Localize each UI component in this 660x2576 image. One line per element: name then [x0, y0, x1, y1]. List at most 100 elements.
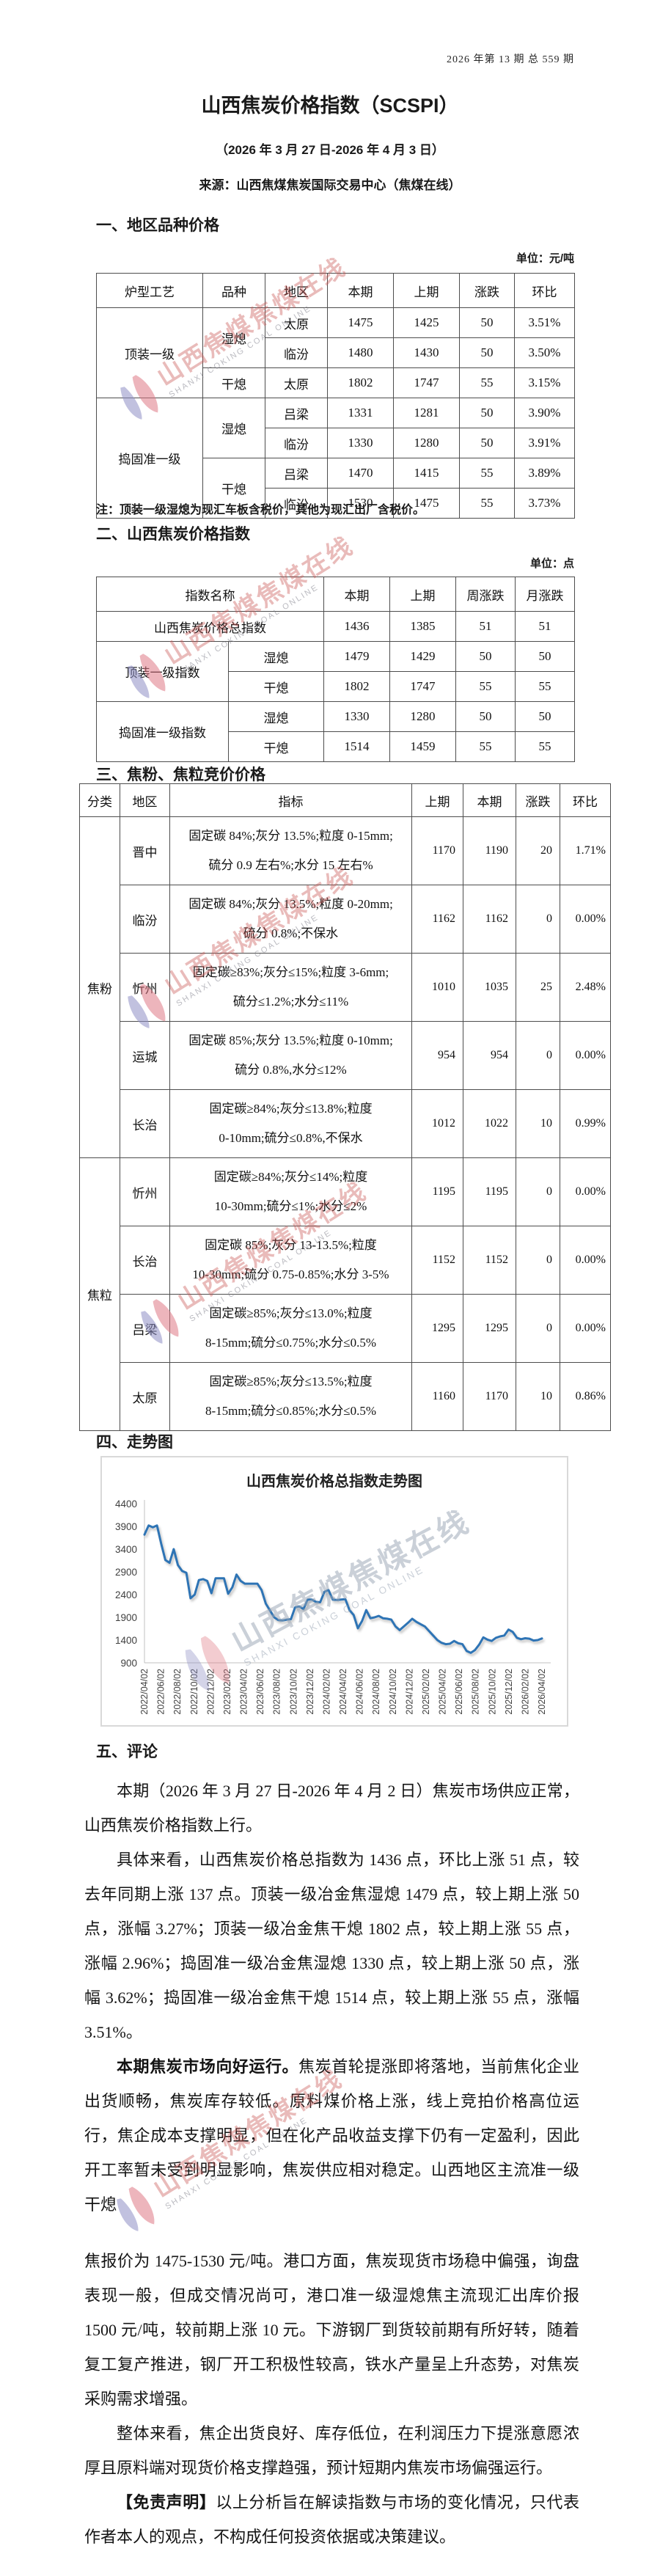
spec-line: 0-10mm;硫分≤0.8%,不保水 — [219, 1131, 363, 1145]
comment-paragraph: 整体来看，焦企出货良好、库存低位，在利润压力下提涨意愿浓厚且原料端对现货价格支撑… — [84, 2424, 579, 2477]
variety-cell: 干熄 — [202, 458, 265, 519]
region-cell: 长治 — [120, 1226, 170, 1295]
spec-line: 固定碳 85%;灰分 13-13.5%;粒度 — [205, 1238, 377, 1252]
column-header: 上期 — [411, 783, 463, 817]
spec-line: 固定碳 84%;灰分 13.5%;粒度 0-20mm; — [188, 897, 393, 911]
current-price-cell: 1470 — [327, 458, 394, 489]
region-cell: 吕梁 — [120, 1294, 170, 1363]
variety-cell: 湿熄 — [202, 307, 265, 368]
previous-price-cell: 1010 — [411, 953, 463, 1022]
column-header: 指数名称 — [96, 577, 324, 612]
previous-price-cell: 1295 — [411, 1294, 463, 1363]
section-heading-trend-chart: 四、走势图 — [96, 1434, 173, 1451]
spec-line: 8-15mm;硫分≤0.85%;水分≤0.5% — [205, 1404, 377, 1418]
current-price-cell: 1022 — [463, 1089, 516, 1158]
section-heading-price-index: 二、山西焦炭价格指数 — [96, 526, 250, 543]
x-axis-tick-label: 2024/08/02 — [371, 1669, 381, 1715]
change-cell: 0 — [516, 1226, 560, 1295]
y-axis-tick-label: 2900 — [115, 1567, 137, 1578]
x-axis-tick-label: 2026/04/02 — [537, 1669, 547, 1715]
spec-line: 硫分 0.8%,水分≤12% — [235, 1063, 347, 1077]
region-cell: 太原 — [265, 367, 328, 398]
change-cell: 0 — [516, 1294, 560, 1363]
spec-cell: 固定碳 84%;灰分 13.5%;粒度 0-15mm; 硫分 0.9 左右%;水分… — [169, 816, 412, 885]
y-axis-tick-label: 3400 — [115, 1544, 137, 1555]
current-price-cell: 954 — [463, 1021, 516, 1090]
current-price-cell: 1802 — [327, 367, 394, 398]
current-index-cell: 1802 — [323, 671, 390, 702]
change-cell: 0 — [516, 1021, 560, 1090]
table-row: 临汾 固定碳 84%;灰分 13.5%;粒度 0-20mm; 硫分 0.8%;不保水… — [80, 885, 611, 954]
ratio-cell: 0.99% — [560, 1089, 611, 1158]
y-axis-tick-label: 1900 — [115, 1612, 137, 1623]
report-source: 来源：山西焦煤焦炭国际交易中心（焦煤在线） — [199, 178, 461, 192]
column-header: 涨跌 — [516, 783, 560, 817]
issue-number: 2026 年第 13 期 总 559 期 — [447, 54, 574, 65]
chart-title: 山西焦炭价格总指数走势图 — [246, 1474, 422, 1490]
x-axis-tick-label: 2023/02/02 — [222, 1669, 232, 1715]
ratio-cell: 0.00% — [560, 1226, 611, 1295]
ratio-cell: 1.71% — [560, 816, 611, 885]
current-price-cell: 1152 — [463, 1226, 516, 1295]
column-header: 地区 — [265, 273, 328, 308]
x-axis-tick-label: 2022/08/02 — [172, 1669, 183, 1715]
change-cell: 20 — [516, 816, 560, 885]
process-cell: 捣固准一级 — [96, 398, 203, 519]
previous-price-cell: 954 — [411, 1021, 463, 1090]
spec-line: 10-30mm;硫分≤1%;水分≤2% — [214, 1199, 367, 1213]
index-name-cell: 山西焦炭价格总指数 — [96, 611, 324, 642]
previous-price-cell: 1430 — [393, 337, 460, 368]
current-price-cell: 1530 — [327, 488, 394, 519]
table-row: 忻州 固定碳≥83%;灰分≤15%;粒度 3-6mm; 硫分≤1.2%;水分≤11%… — [80, 953, 611, 1022]
region-cell: 晋中 — [120, 816, 170, 885]
table-row: 临汾 1330 1280 50 3.91% — [97, 428, 575, 458]
previous-index-cell: 1459 — [389, 731, 456, 762]
table-row: 临汾 1530 1475 55 3.73% — [97, 488, 575, 519]
spec-line: 固定碳 84%;灰分 13.5%;粒度 0-15mm; — [188, 829, 393, 843]
current-price-cell: 1475 — [327, 307, 394, 338]
spec-line: 硫分≤1.2%;水分≤11% — [232, 995, 349, 1009]
section-heading-comments: 五、评论 — [96, 1743, 158, 1760]
comment-text: 焦炭首轮提涨即将落地，当前焦化企业出货顺畅，焦炭库存较低。原料煤价格上涨，线上竞… — [84, 2057, 579, 2214]
region-cell: 太原 — [120, 1362, 170, 1431]
category-cell: 焦粒 — [79, 1157, 120, 1431]
y-axis-tick-label: 900 — [120, 1658, 137, 1669]
column-header: 指标 — [169, 783, 412, 817]
table-row: 太原 固定碳≥85%;灰分≤13.5%;粒度 8-15mm;硫分≤0.85%;水分≤… — [80, 1362, 611, 1431]
spec-line: 固定碳 85%;灰分 13.5%;粒度 0-10mm; — [188, 1033, 393, 1047]
variety-cell: 干熄 — [228, 671, 324, 702]
change-cell: 50 — [459, 398, 515, 428]
comments-body: 本期（2026 年 3 月 27 日-2026 年 4 月 2 日）焦炭市场供应… — [84, 1774, 579, 2554]
ratio-cell: 3.91% — [514, 428, 575, 458]
ratio-cell: 3.89% — [514, 458, 575, 489]
x-axis-tick-label: 2025/02/02 — [421, 1669, 431, 1715]
variety-cell: 干熄 — [228, 731, 324, 762]
x-axis-tick-label: 2024/10/02 — [388, 1669, 398, 1715]
table-row: 指数名称 本期 上期 周涨跌 月涨跌 — [96, 577, 575, 612]
table-row: 顶装一级指数 湿熄 1479 1429 50 50 — [96, 641, 575, 702]
column-header: 本期 — [323, 577, 390, 612]
previous-index-cell: 1280 — [389, 701, 456, 732]
ratio-cell: 3.90% — [514, 398, 575, 428]
change-cell: 55 — [459, 488, 515, 519]
spec-cell: 固定碳 85%;灰分 13-13.5%;粒度 10-30mm;硫分 0.75-0.… — [169, 1226, 412, 1295]
current-index-cell: 1514 — [323, 731, 390, 762]
comment-paragraph: 焦报价为 1475-1530 元/吨。港口方面，焦炭现货市场稳中偏强，询盘表现一… — [84, 2252, 579, 2408]
change-cell: 50 — [459, 428, 515, 458]
ratio-cell: 3.15% — [514, 367, 575, 398]
variety-cell: 干熄 — [202, 367, 265, 398]
table-row: 山西焦炭价格总指数 1436 1385 51 51 — [96, 611, 575, 642]
spec-line: 固定碳≥85%;灰分≤13.5%;粒度 — [209, 1375, 373, 1388]
coke-breeze-auction-table: 分类 地区 指标 上期 本期 涨跌 环比 焦粉 晋中 固定碳 84%;灰分 13.5%;粒度 0-… — [79, 783, 611, 1431]
unit-label-points: 单位：点 — [529, 557, 574, 570]
x-axis-tick-label: 2026/02/02 — [520, 1669, 530, 1715]
ratio-cell: 0.00% — [560, 885, 611, 954]
spec-cell: 固定碳≥85%;灰分≤13.5%;粒度 8-15mm;硫分≤0.85%;水分≤0.… — [169, 1362, 412, 1431]
comment-paragraph: 【免责声明】以上分析旨在解读指数与市场的变化情况，只代表作者本人的观点，不构成任… — [84, 2485, 579, 2554]
change-cell: 10 — [516, 1089, 560, 1158]
month-change-cell: 50 — [515, 701, 575, 732]
column-header: 上期 — [389, 577, 456, 612]
region-cell: 运城 — [120, 1021, 170, 1090]
column-header: 本期 — [327, 273, 394, 308]
